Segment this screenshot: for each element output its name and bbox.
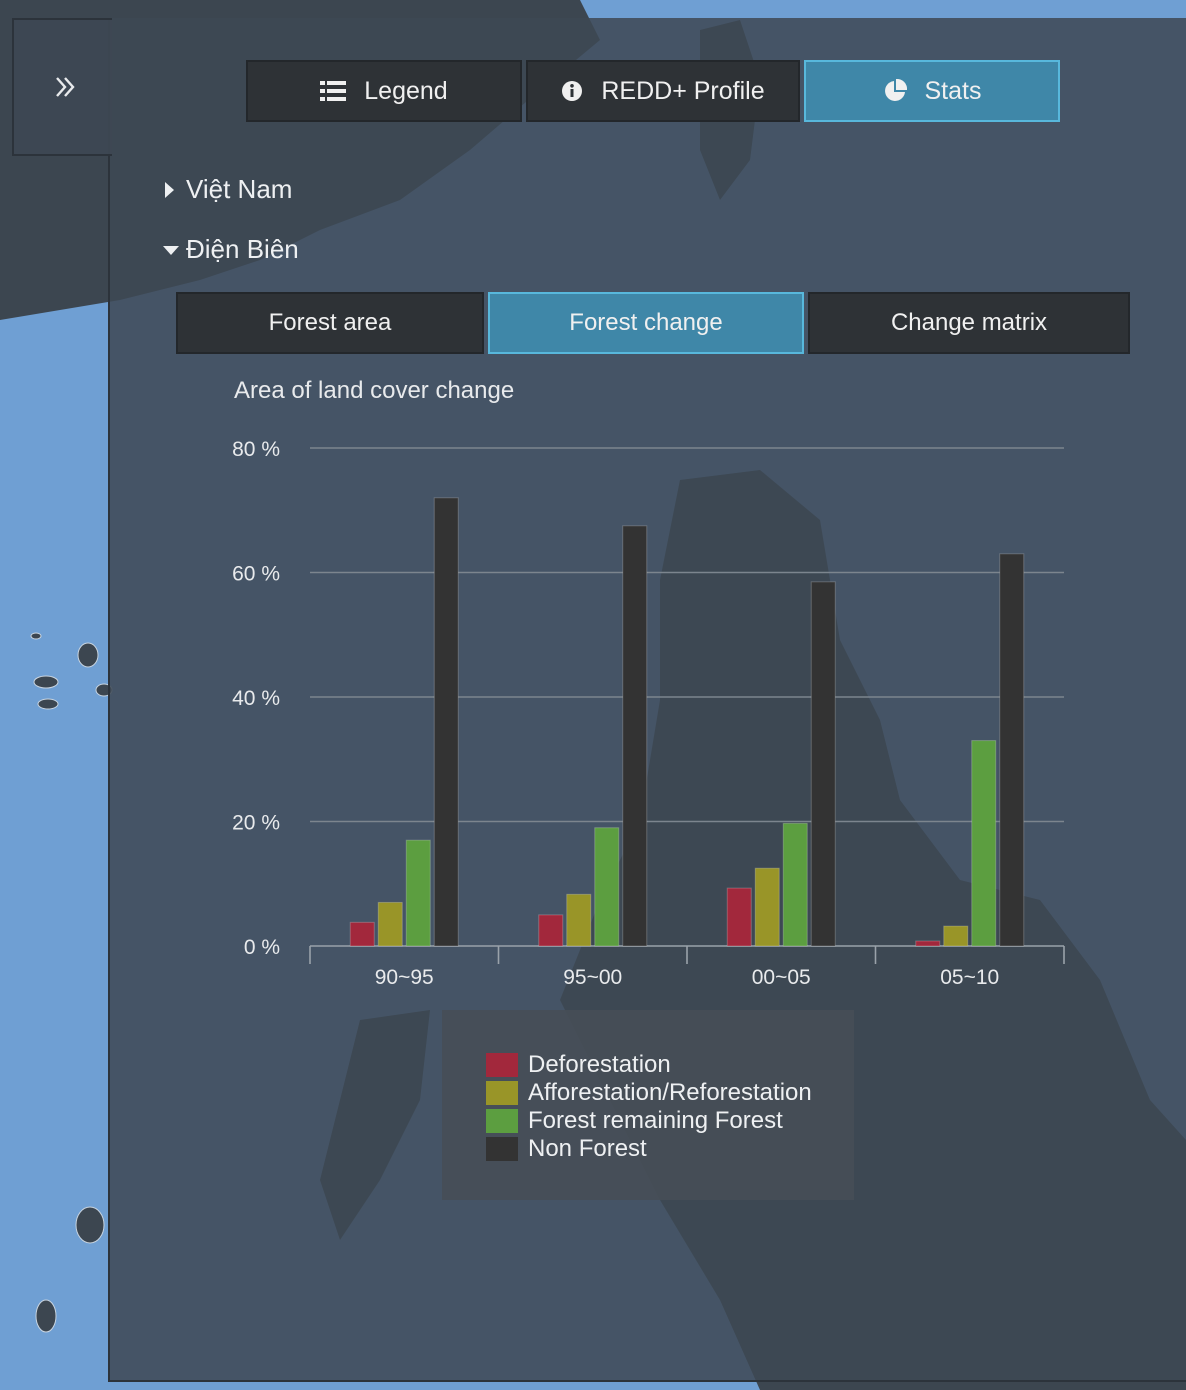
legend-swatch-deforestation [486, 1053, 518, 1077]
collapse-panel-button[interactable] [12, 18, 112, 156]
caret-down-icon [163, 245, 179, 255]
y-tick-label: 40 % [232, 687, 280, 710]
bar [594, 827, 620, 947]
tab-stats-label: Stats [924, 76, 982, 105]
y-tick-label: 80 % [232, 438, 280, 461]
legend-swatch-forest-remaining [486, 1109, 518, 1133]
bar [810, 581, 836, 947]
island-shape [75, 1206, 105, 1244]
island-shape [30, 632, 42, 640]
x-tick-label: 95~00 [563, 966, 622, 989]
legend-swatch-afforestation [486, 1081, 518, 1105]
x-tick-label: 00~05 [752, 966, 811, 989]
island-shape [37, 698, 59, 710]
bar [971, 740, 997, 947]
chart-legend: Deforestation Afforestation/Reforestatio… [442, 1010, 854, 1200]
bar [433, 497, 459, 947]
bar [726, 887, 752, 947]
bar [754, 867, 780, 947]
bar [405, 839, 431, 947]
bar [622, 525, 648, 947]
tab-redd-profile-label: REDD+ Profile [601, 76, 765, 105]
subtab-forest-change[interactable]: Forest change [488, 292, 804, 354]
subtab-forest-area[interactable]: Forest area [176, 292, 484, 354]
y-tick-label: 0 % [244, 936, 280, 959]
legend-item-non-forest: Non Forest [486, 1135, 647, 1163]
legend-item-afforestation: Afforestation/Reforestation [486, 1079, 812, 1107]
tree-item-vietnam-label: Việt Nam [186, 174, 293, 204]
bar [999, 553, 1025, 947]
info-icon [562, 81, 583, 101]
legend-label-non-forest: Non Forest [528, 1135, 647, 1162]
island-shape [77, 642, 99, 668]
tree-item-dien-bien[interactable]: Điện Biên [162, 234, 299, 265]
bar [538, 914, 564, 947]
bar [349, 921, 375, 947]
tree-item-vietnam[interactable]: Việt Nam [162, 174, 292, 205]
tab-legend[interactable]: Legend [246, 60, 522, 122]
subtab-change-matrix[interactable]: Change matrix [808, 292, 1130, 354]
legend-item-deforestation: Deforestation [486, 1051, 671, 1079]
legend-label-forest-remaining: Forest remaining Forest [528, 1107, 783, 1134]
legend-item-forest-remaining: Forest remaining Forest [486, 1107, 783, 1135]
tab-stats[interactable]: Stats [804, 60, 1060, 122]
island-shape [33, 675, 59, 689]
tab-redd-profile[interactable]: REDD+ Profile [526, 60, 800, 122]
y-tick-label: 20 % [232, 812, 280, 835]
legend-label-deforestation: Deforestation [528, 1051, 671, 1078]
tab-legend-label: Legend [364, 76, 448, 105]
bar [377, 901, 403, 947]
chart-title: Area of land cover change [234, 377, 515, 404]
pie-chart-icon [884, 79, 907, 101]
caret-right-icon [165, 181, 174, 198]
tree-item-dien-bien-label: Điện Biên [186, 234, 299, 264]
x-tick-label: 90~95 [375, 966, 434, 989]
bar [943, 925, 969, 947]
y-tick-label: 60 % [232, 563, 280, 586]
x-tick-label: 05~10 [940, 966, 999, 989]
legend-label-afforestation: Afforestation/Reforestation [528, 1079, 812, 1106]
bar [782, 822, 808, 947]
forest-change-bar-chart: 0 % 20 % 40 % 60 % 80 % 90~95 95~00 00~05 05~10 [232, 438, 1065, 989]
subtab-forest-area-label: Forest area [268, 309, 392, 336]
subtab-change-matrix-label: Change matrix [890, 309, 1048, 336]
island-shape [35, 1299, 57, 1333]
list-icon [320, 81, 347, 101]
subtab-forest-change-label: Forest change [569, 309, 723, 336]
legend-swatch-non-forest [486, 1137, 518, 1161]
double-chevron-right-icon [56, 77, 75, 97]
bar [915, 940, 941, 947]
bar [566, 893, 592, 947]
